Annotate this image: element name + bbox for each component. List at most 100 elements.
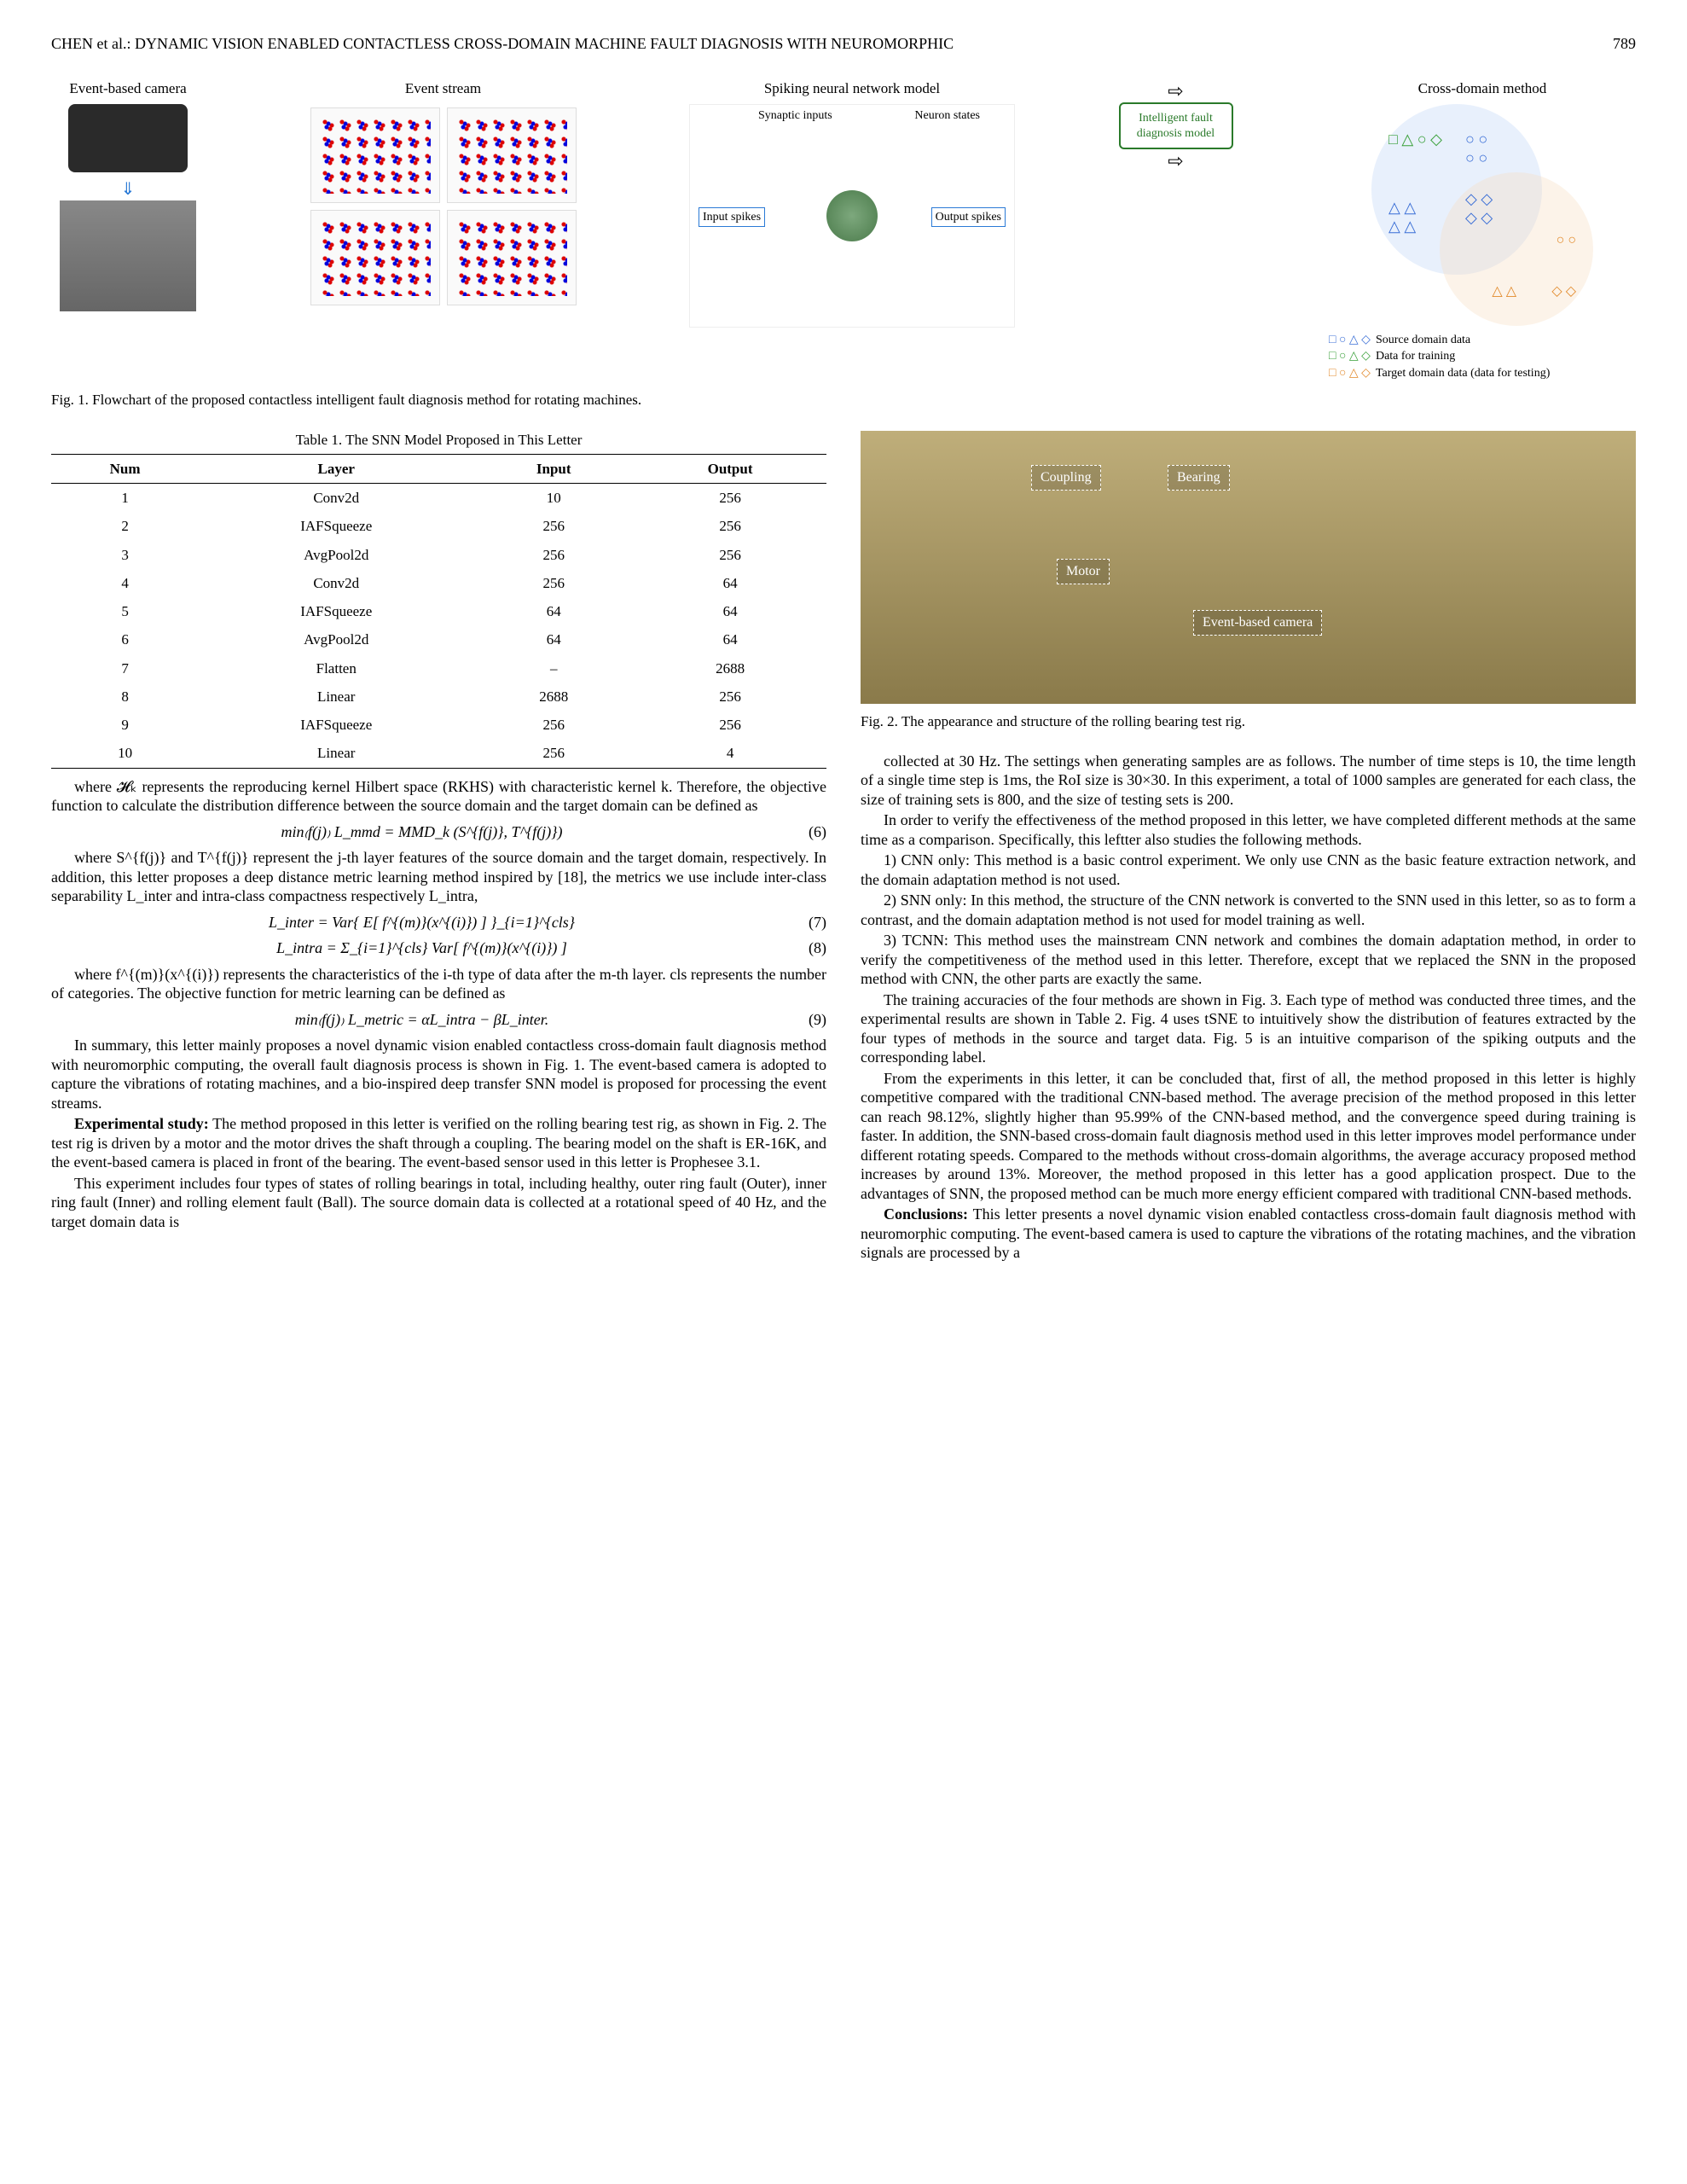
table-cell: 3 (51, 541, 199, 569)
eq9-num: (9) (792, 1010, 826, 1030)
table-cell: 1 (51, 484, 199, 513)
fig1-col4-label: Cross-domain method (1418, 79, 1547, 97)
arrow-right-icon-2: ⇨ (1168, 149, 1183, 173)
table-cell: 4 (634, 739, 826, 768)
table-cell: 2688 (473, 682, 634, 711)
table-cell: IAFSqueeze (199, 512, 473, 540)
table-cell: 256 (634, 682, 826, 711)
left-p1: where 𝓗ₖ represents the reproducing kern… (51, 777, 826, 816)
table-cell: 64 (634, 597, 826, 625)
right-p8: Conclusions: This letter presents a nove… (861, 1205, 1636, 1263)
conclusions-heading: Conclusions: (884, 1205, 968, 1223)
equation-6: min₍f(j)₎ L_mmd = MMD_k (S^{f(j)}, T^{f(… (51, 822, 826, 842)
table-row: 1Conv2d10256 (51, 484, 826, 513)
running-title: CHEN et al.: DYNAMIC VISION ENABLED CONT… (51, 34, 954, 54)
fig2-coupling-label: Coupling (1031, 465, 1101, 491)
table-cell: 256 (473, 711, 634, 739)
table-cell: 256 (634, 541, 826, 569)
right-p1: collected at 30 Hz. The settings when ge… (861, 752, 1636, 810)
body-columns: Table 1. The SNN Model Proposed in This … (51, 431, 1636, 1264)
th-input: Input (473, 454, 634, 483)
table-cell: 64 (634, 569, 826, 597)
equation-8: L_intra = Σ_{i=1}^{cls} Var[ f^{(m)}(x^{… (51, 938, 826, 958)
table-cell: Conv2d (199, 484, 473, 513)
table-row: 3AvgPool2d256256 (51, 541, 826, 569)
neuron-icon (826, 190, 878, 241)
figure-2-image: Coupling Bearing Motor Event-based camer… (861, 431, 1636, 704)
event-plot-3 (310, 210, 440, 305)
table-cell: 256 (473, 569, 634, 597)
table-header-row: Num Layer Input Output (51, 454, 826, 483)
equation-9: min₍f(j)₎ L_metric = αL_intra − βL_inter… (51, 1010, 826, 1030)
fig1-caption: Fig. 1. Flowchart of the proposed contac… (51, 391, 1636, 409)
fig2-camera-label: Event-based camera (1193, 610, 1322, 636)
table-cell: 256 (634, 512, 826, 540)
eq6-num: (6) (792, 822, 826, 842)
eq7-num: (7) (792, 913, 826, 932)
right-column: Coupling Bearing Motor Event-based camer… (861, 431, 1636, 1264)
left-p2: where S^{f(j)} and T^{f(j)} represent th… (51, 848, 826, 906)
table-cell: IAFSqueeze (199, 597, 473, 625)
eq6-math: min₍f(j)₎ L_mmd = MMD_k (S^{f(j)}, T^{f(… (51, 822, 792, 842)
figure-1: Event-based camera ⇓ Event stream Spikin… (51, 79, 1636, 383)
table-cell: Flatten (199, 654, 473, 682)
table-cell: Linear (199, 682, 473, 711)
table-cell: 2 (51, 512, 199, 540)
left-p6: This experiment includes four types of s… (51, 1174, 826, 1232)
input-spikes-label: Input spikes (699, 207, 765, 228)
table-cell: 64 (473, 597, 634, 625)
table-cell: 8 (51, 682, 199, 711)
right-p3: 1) CNN only: This method is a basic cont… (861, 851, 1636, 889)
table-cell: 5 (51, 597, 199, 625)
table-row: 9IAFSqueeze256256 (51, 711, 826, 739)
table-cell: 10 (473, 484, 634, 513)
event-plot-4 (447, 210, 577, 305)
legend-target: □ ○ △ ◇ Target domain data (data for tes… (1329, 366, 1550, 381)
right-p2: In order to verify the effectiveness of … (861, 810, 1636, 849)
table-1: Table 1. The SNN Model Proposed in This … (51, 431, 826, 769)
eq8-num: (8) (792, 938, 826, 958)
output-spikes-label: Output spikes (931, 207, 1006, 228)
table-cell: 256 (473, 739, 634, 768)
event-plot-1 (310, 107, 440, 203)
exp-study-heading: Experimental study: (74, 1115, 209, 1132)
th-num: Num (51, 454, 199, 483)
table-cell: IAFSqueeze (199, 711, 473, 739)
table-cell: AvgPool2d (199, 625, 473, 653)
running-header: CHEN et al.: DYNAMIC VISION ENABLED CONT… (51, 34, 1636, 54)
fig2-bearing-label: Bearing (1168, 465, 1230, 491)
table-cell: 64 (634, 625, 826, 653)
right-p5: 3) TCNN: This method uses the mainstream… (861, 931, 1636, 989)
fig1-col2-label: Event stream (405, 79, 481, 97)
table-cell: 256 (634, 484, 826, 513)
page-number: 789 (1613, 34, 1636, 54)
eq8-math: L_intra = Σ_{i=1}^{cls} Var[ f^{(m)}(x^{… (51, 938, 792, 958)
eq7-math: L_inter = Var{ E[ f^{(m)}(x^{(i)}) ] }_{… (51, 913, 792, 932)
arrow-down-icon: ⇓ (121, 179, 136, 200)
table-row: 4Conv2d25664 (51, 569, 826, 597)
th-layer: Layer (199, 454, 473, 483)
table-cell: 64 (473, 625, 634, 653)
table-row: 10Linear2564 (51, 739, 826, 768)
legend-target-text: Target domain data (data for testing) (1376, 366, 1550, 381)
table-row: 2IAFSqueeze256256 (51, 512, 826, 540)
left-p5: Experimental study: The method proposed … (51, 1114, 826, 1172)
snn-diagram: Synaptic inputs Neuron states Input spik… (689, 104, 1015, 328)
legend-training: □ ○ △ ◇ Data for training (1329, 349, 1550, 364)
legend-source: □ ○ △ ◇ Source domain data (1329, 333, 1550, 348)
table-cell: 2688 (634, 654, 826, 682)
table-cell: Linear (199, 739, 473, 768)
syn-inputs-label: Synaptic inputs (758, 108, 832, 124)
table-cell: 9 (51, 711, 199, 739)
table-cell: 6 (51, 625, 199, 653)
table-row: 8Linear2688256 (51, 682, 826, 711)
table-cell: 7 (51, 654, 199, 682)
table-cell: – (473, 654, 634, 682)
fig2-caption: Fig. 2. The appearance and structure of … (861, 712, 1636, 730)
event-plot-2 (447, 107, 577, 203)
table-cell: 256 (473, 541, 634, 569)
ifd-model-box: Intelligent fault diagnosis model (1119, 102, 1233, 149)
equation-7: L_inter = Var{ E[ f^{(m)}(x^{(i)}) ] }_{… (51, 913, 826, 932)
table-row: 6AvgPool2d6464 (51, 625, 826, 653)
left-p3: where f^{(m)}(x^{(i)}) represents the ch… (51, 965, 826, 1003)
